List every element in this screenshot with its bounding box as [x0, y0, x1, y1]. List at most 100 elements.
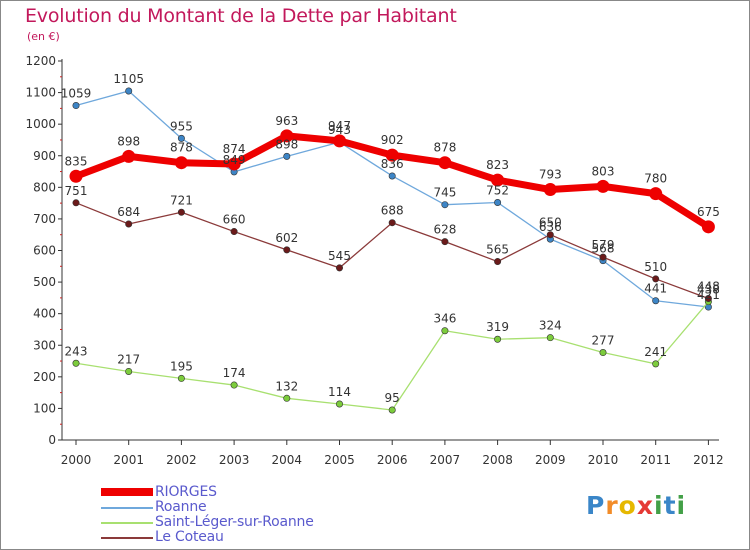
data-labels-layer: 1059 1105 955 849 898 943 836 745 752 636 568 441 42…: [61, 72, 720, 405]
data-label: 836: [381, 157, 404, 171]
legend-swatch: [101, 522, 153, 524]
data-label: 721: [170, 193, 193, 207]
data-label: 628: [433, 223, 456, 237]
data-point: [72, 359, 80, 367]
data-label: 878: [170, 141, 193, 155]
data-point: [491, 173, 505, 187]
data-label: 174: [223, 366, 246, 380]
data-point: [652, 360, 660, 368]
chart-subtitle: (en €): [27, 30, 60, 43]
data-point: [599, 349, 607, 357]
data-label: 849: [223, 153, 246, 167]
data-point: [596, 179, 610, 193]
logo-letter: P: [586, 491, 606, 520]
chart-axes: 0 100 200 300 400 500 600 700 800 900 1000 1100 1200…: [25, 54, 723, 467]
x-tick-label: 2001: [113, 453, 144, 467]
data-label: 195: [170, 359, 193, 373]
y-tick-label: 0: [48, 433, 56, 447]
data-point: [652, 275, 660, 283]
data-point: [333, 134, 346, 148]
data-label: 579: [592, 238, 615, 252]
data-point: [388, 172, 396, 180]
data-label: 241: [644, 345, 667, 359]
logo-letter: x: [636, 491, 654, 520]
data-label: 752: [486, 183, 509, 197]
data-point: [388, 406, 396, 414]
legend-swatch: [101, 488, 153, 496]
data-label: 902: [381, 133, 404, 147]
data-point: [546, 231, 554, 239]
logo-letter: i: [676, 491, 687, 520]
data-point: [280, 129, 294, 143]
data-point: [441, 201, 449, 209]
data-label: 745: [433, 186, 456, 200]
x-tick-label: 2008: [482, 453, 513, 467]
data-point: [125, 87, 133, 95]
y-tick-label: 400: [33, 307, 56, 321]
data-label: 660: [223, 213, 246, 227]
logo-letter: o: [618, 491, 637, 520]
data-point: [649, 187, 663, 201]
y-tick-label: 500: [33, 275, 56, 289]
x-tick-label: 2007: [430, 453, 461, 467]
x-tick-label: 2009: [535, 453, 566, 467]
x-tick-label: 2006: [377, 453, 408, 467]
data-label: 448: [697, 280, 720, 294]
data-point: [230, 381, 238, 389]
x-tick-label: 2012: [693, 453, 724, 467]
logo-letter: r: [605, 491, 619, 520]
data-point: [494, 258, 502, 266]
data-label: 277: [592, 334, 615, 348]
data-point: [174, 156, 188, 170]
data-point: [701, 220, 715, 234]
y-tick-label: 800: [33, 180, 56, 194]
y-tick-label: 900: [33, 149, 56, 163]
data-point: [283, 246, 291, 254]
data-point: [283, 394, 291, 402]
data-point: [177, 134, 185, 142]
series-riorges: [69, 129, 715, 234]
data-point: [494, 335, 502, 343]
x-tick-label: 2000: [61, 453, 92, 467]
data-label: 114: [328, 385, 351, 399]
data-point: [335, 264, 343, 272]
data-point: [122, 149, 136, 163]
data-label: 955: [170, 119, 193, 133]
series-layer: [69, 87, 715, 414]
data-label: 243: [65, 344, 88, 358]
data-point: [72, 199, 80, 207]
data-point: [72, 102, 80, 110]
x-tick-label: 2002: [166, 453, 197, 467]
data-label: 602: [275, 231, 298, 245]
data-point: [599, 253, 607, 261]
data-point: [177, 208, 185, 216]
data-point: [704, 295, 712, 303]
legend-label: RIORGES: [155, 484, 217, 500]
data-label: 565: [486, 243, 509, 257]
data-label: 1105: [113, 72, 144, 86]
line-chart: 0 100 200 300 400 500 600 700 800 900 1000 1100 1200…: [25, 54, 723, 467]
data-label: 684: [117, 205, 140, 219]
data-point: [230, 228, 238, 236]
data-point: [388, 219, 396, 227]
data-label: 545: [328, 249, 351, 263]
data-label: 874: [223, 142, 246, 156]
x-tick-label: 2003: [219, 453, 250, 467]
y-tick-label: 300: [33, 338, 56, 352]
proxiti-logo: Proxiti: [586, 491, 686, 520]
data-label: 751: [65, 184, 88, 198]
series-saint-l-ger-sur-roanne: [72, 298, 712, 414]
data-point: [438, 156, 452, 170]
data-label: 675: [697, 205, 720, 219]
data-label: 650: [539, 216, 562, 230]
data-label: 438: [697, 283, 720, 297]
x-tick-label: 2004: [272, 453, 303, 467]
data-point: [441, 327, 449, 335]
x-tick-label: 2010: [588, 453, 619, 467]
data-label: 947: [328, 119, 351, 133]
data-point: [546, 334, 554, 342]
y-tick-label: 1200: [25, 54, 56, 68]
data-point: [494, 198, 502, 206]
data-label: 510: [644, 260, 667, 274]
